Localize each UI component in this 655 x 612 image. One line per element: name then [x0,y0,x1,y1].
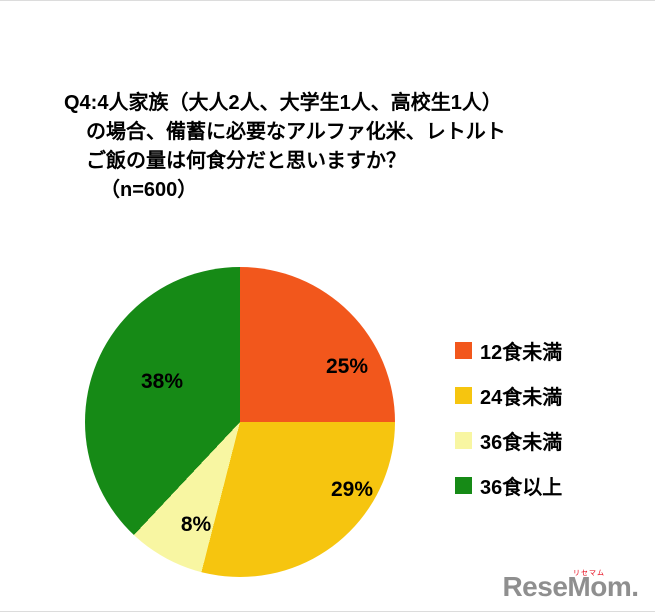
legend-label-36plus: 36食以上 [480,477,563,499]
legend-item-under36: 36食未満 [455,429,563,454]
legend-item-under24: 24食未満 [455,384,563,409]
legend-swatch-36plus [455,477,472,494]
chart-title-line-2: の場合、備蓄に必要なアルファ化米、レトルト [86,121,506,143]
legend-swatch-under24 [455,387,472,404]
chart-title-line-3: ご飯の量は何食分だと思いますか？ [86,150,406,172]
chart-title-line-1: Q4:4人家族（大人2人、大学生1人、高校生1人） [64,92,502,114]
legend-label-under36: 36食未満 [480,432,563,454]
resemom-logo-katakana: リセマム [573,570,605,577]
sample-size-label: （n=600） [100,179,198,201]
slice-label-36plus: 38% [140,370,184,393]
slice-label-under36: 8% [180,513,212,536]
slice-label-under12: 25% [325,355,369,378]
resemom-logo: リセマム ReseMom. [502,570,639,605]
resemom-logo-text: ReseMom [502,571,632,602]
legend: 12食未満 24食未満 36食未満 36食以上 [455,339,562,519]
legend-swatch-under12 [455,342,472,359]
legend-label-under12: 12食未満 [480,342,563,364]
chart-title: Q4:4人家族（大人2人、大学生1人、高校生1人） の場合、備蓄に必要なアルファ… [64,89,506,205]
legend-item-under12: 12食未満 [455,339,563,364]
pie-chart: 25% 29% 8% 38% [85,267,395,577]
legend-swatch-under36 [455,432,472,449]
legend-label-under24: 24食未満 [480,387,563,409]
resemom-logo-dot: . [631,571,639,602]
slice-label-under24: 29% [330,478,374,501]
legend-item-36plus: 36食以上 [455,474,563,499]
